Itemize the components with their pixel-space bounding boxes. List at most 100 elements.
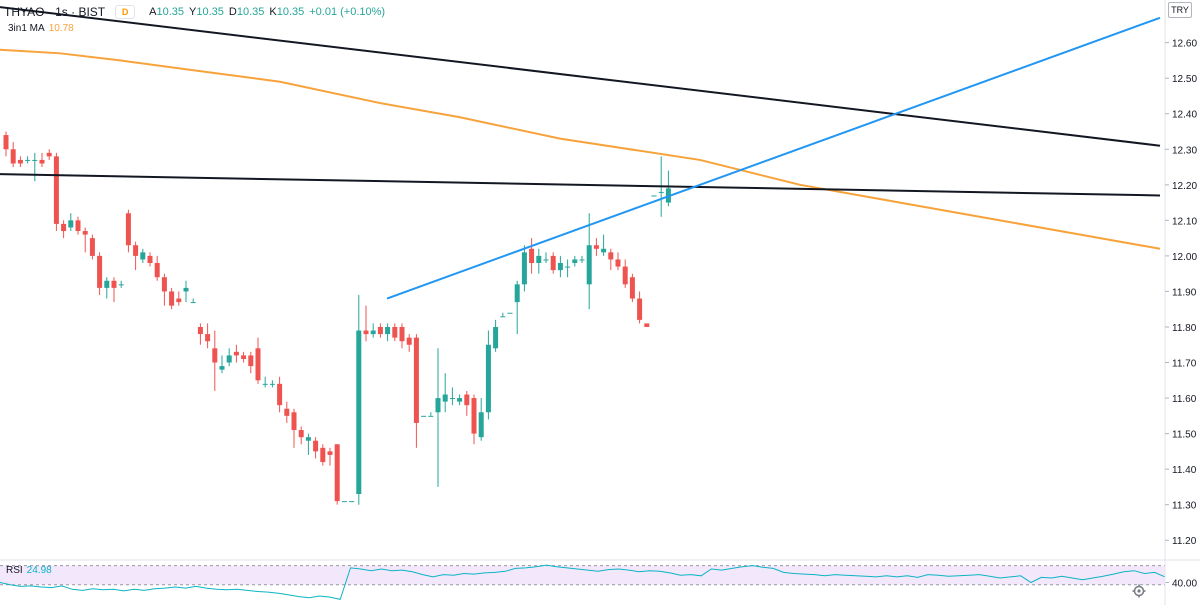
gear-icon[interactable]: [1132, 584, 1146, 598]
candle: [277, 376, 283, 413]
candle-body: [428, 415, 434, 417]
candle: [39, 152, 45, 168]
candle-body: [68, 220, 74, 228]
candle-body: [183, 287, 189, 292]
candle-body: [579, 259, 585, 261]
rsi-line: [0, 564, 1166, 600]
candle-body: [622, 266, 628, 285]
ohlc-high: Y10.35: [189, 6, 224, 18]
candle: [644, 323, 650, 327]
candle: [205, 323, 211, 349]
candle: [428, 412, 434, 417]
candle: [341, 501, 347, 503]
candle-body: [133, 245, 139, 256]
candle-body: [658, 191, 664, 193]
candle-body: [572, 259, 578, 264]
trend-line: [0, 6, 1161, 147]
candle: [97, 252, 103, 295]
candle: [68, 213, 74, 232]
symbol-label[interactable]: THYAO · 1s · BIST: [4, 5, 106, 19]
chart-legend-header: THYAO · 1s · BIST D A10.35 Y10.35 D10.35…: [4, 4, 390, 20]
candle-body: [140, 252, 146, 260]
candle: [349, 501, 355, 503]
candle: [385, 323, 391, 342]
ma-value: 10.78: [48, 23, 74, 34]
candle-body: [601, 248, 607, 253]
candle-body: [3, 135, 9, 150]
candle-body: [147, 255, 153, 264]
candle: [111, 277, 117, 303]
candle-body: [485, 344, 491, 413]
ohlc-close: K10.35: [269, 6, 305, 18]
ma-legend[interactable]: 3in1 MA 10.78: [8, 23, 74, 34]
candle: [197, 323, 203, 345]
candle-body: [334, 444, 340, 502]
candle: [25, 156, 31, 164]
candle: [406, 334, 412, 352]
candle-body: [205, 334, 211, 342]
candle-body: [543, 259, 549, 261]
y-tick-label: 12.30: [1172, 145, 1197, 156]
candle: [565, 259, 571, 278]
currency-badge[interactable]: TRY: [1168, 2, 1192, 18]
candle-body: [327, 451, 333, 455]
price-change: +0.01 (+0.10%): [309, 6, 386, 18]
candle: [493, 319, 499, 352]
candle-body: [104, 280, 110, 288]
candle: [435, 348, 441, 487]
candle-body: [442, 394, 448, 402]
candle: [75, 216, 81, 235]
candle: [457, 394, 463, 406]
ohlc-open: A10.35: [149, 6, 184, 18]
candle: [514, 280, 520, 335]
candle-body: [356, 330, 362, 495]
candle-body: [593, 245, 599, 249]
price-pane: [0, 6, 1161, 505]
candle-body: [75, 220, 81, 232]
candle-body: [169, 291, 175, 306]
candle-body: [212, 348, 218, 363]
candle-body: [529, 248, 535, 264]
candle-body: [449, 398, 455, 400]
candle-body: [493, 326, 499, 349]
candle-body: [341, 501, 347, 503]
candle-body: [233, 351, 239, 356]
candle-body: [248, 355, 254, 367]
candle-body: [125, 213, 131, 246]
candle: [89, 234, 95, 260]
ohlc-low: D10.35: [228, 6, 265, 18]
candle-body: [262, 383, 268, 385]
candle: [550, 252, 556, 274]
candle-body: [89, 238, 95, 256]
candle-body: [53, 156, 59, 224]
candle: [320, 444, 326, 466]
candle: [651, 195, 657, 197]
candle: [593, 238, 599, 256]
candle-body: [161, 277, 167, 292]
candle: [464, 390, 470, 416]
candle-body: [557, 263, 563, 271]
candle: [176, 291, 182, 306]
rsi-legend[interactable]: RSI 24.98: [6, 565, 52, 576]
candle-body: [435, 398, 441, 413]
candle-body: [500, 316, 506, 318]
candle-body: [277, 383, 283, 406]
candle: [3, 131, 9, 157]
candle-body: [197, 326, 203, 335]
y-tick-label: 11.70: [1172, 359, 1197, 370]
candle-body: [190, 302, 196, 304]
candle: [507, 312, 513, 314]
candle-body: [25, 159, 31, 161]
y-tick-label: 12.20: [1172, 181, 1197, 192]
candle-body: [305, 437, 311, 441]
candle-body: [385, 326, 391, 335]
candle: [161, 273, 167, 306]
candle: [629, 273, 635, 303]
delayed-badge: D: [115, 5, 136, 19]
y-tick-label: 12.60: [1172, 39, 1197, 50]
rsi-band: [0, 565, 1165, 585]
candle: [219, 355, 225, 374]
rsi-tick-label: 40.00: [1172, 579, 1197, 590]
candle: [140, 248, 146, 264]
